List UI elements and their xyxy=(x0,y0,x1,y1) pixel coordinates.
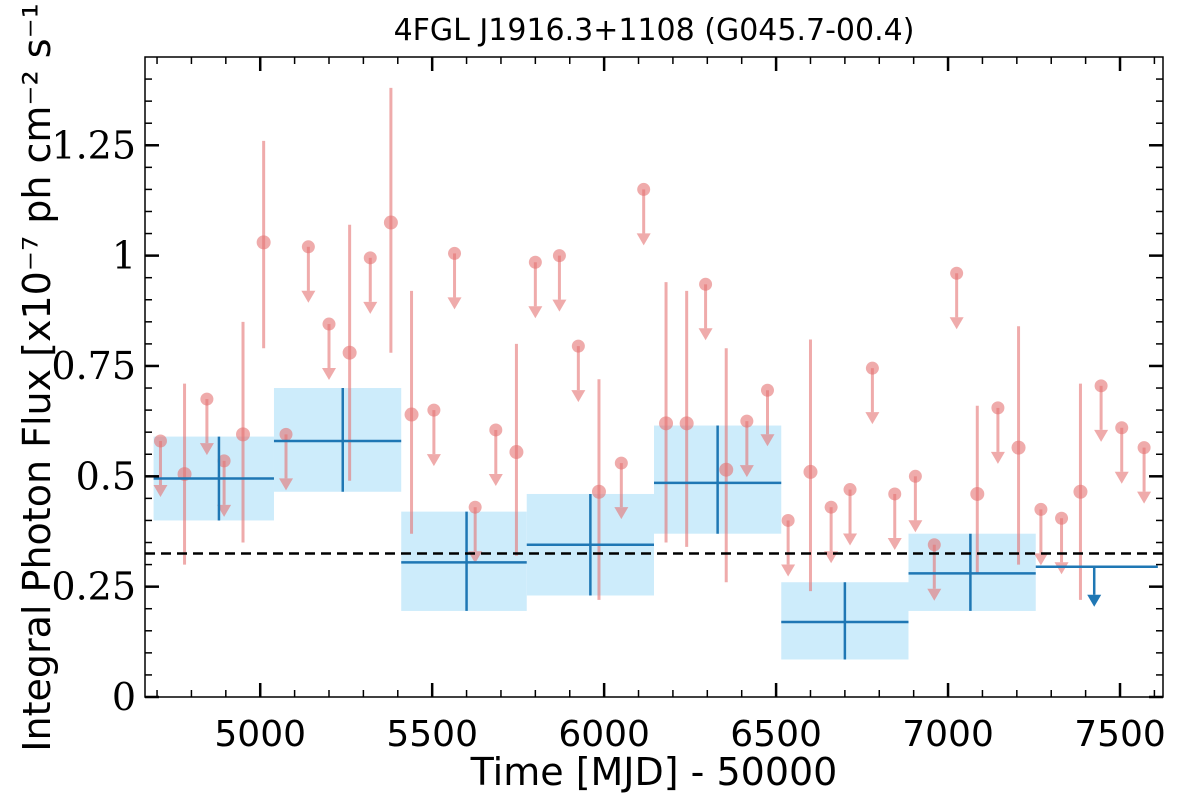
monthly-upper-limit-arrow xyxy=(279,478,294,491)
monthly-upper-limit-arrow xyxy=(552,299,567,312)
monthly-flux-point xyxy=(591,484,606,499)
monthly-upper-limit-point xyxy=(950,266,964,280)
plot-frame xyxy=(144,56,1164,698)
monthly-upper-limit-arrow xyxy=(199,443,214,456)
monthly-upper-limit-point xyxy=(322,317,336,331)
monthly-upper-limit-arrow xyxy=(990,451,1005,464)
monthly-upper-limit-arrow xyxy=(217,504,232,517)
monthly-flux-point xyxy=(679,416,694,431)
monthly-upper-limit-point xyxy=(888,487,902,501)
monthly-flux-point xyxy=(1073,484,1088,499)
monthly-upper-limit-point xyxy=(1094,379,1108,393)
monthly-upper-limit-arrow xyxy=(321,368,336,381)
monthly-upper-limit-point xyxy=(363,251,377,265)
monthly-upper-limit-arrow xyxy=(1114,471,1129,484)
monthly-upper-limit-point xyxy=(571,339,585,353)
monthly-flux-point xyxy=(719,462,734,477)
monthly-upper-limit-arrow xyxy=(887,537,902,550)
monthly-upper-limit-point xyxy=(908,469,922,483)
monthly-upper-limit-point xyxy=(1115,421,1129,435)
yearly-upper-limit-arrow xyxy=(1087,594,1102,607)
x-tick-label: 5500 xyxy=(386,714,478,755)
monthly-upper-limit-arrow xyxy=(865,412,880,425)
monthly-flux-point xyxy=(509,445,524,460)
monthly-upper-limit-arrow xyxy=(908,520,923,533)
monthly-upper-limit-arrow xyxy=(363,301,378,314)
monthly-flux-point xyxy=(236,427,251,442)
monthly-upper-limit-point xyxy=(991,401,1005,415)
monthly-upper-limit-arrow xyxy=(1094,429,1109,442)
monthly-upper-limit-point xyxy=(781,513,795,527)
monthly-flux-point xyxy=(404,407,419,422)
monthly-upper-limit-point xyxy=(200,392,214,406)
y-tick-label: 1 xyxy=(112,234,136,278)
monthly-flux-point xyxy=(1011,440,1026,455)
monthly-upper-limit-arrow xyxy=(949,317,964,330)
monthly-upper-limit-point xyxy=(301,240,315,254)
monthly-upper-limit-point xyxy=(427,403,441,417)
monthly-flux-point xyxy=(256,235,271,250)
monthly-upper-limit-arrow xyxy=(636,233,651,246)
monthly-upper-limit-point xyxy=(843,483,857,497)
y-axis-label: Integral Photon Flux [x10⁻⁷ ph cm⁻² s⁻¹] xyxy=(15,0,59,752)
monthly-upper-limit-point xyxy=(614,456,628,470)
monthly-upper-limit-arrow xyxy=(739,465,754,478)
monthly-upper-limit-point xyxy=(1034,502,1048,516)
monthly-upper-limit-point xyxy=(1137,441,1151,455)
monthly-upper-limit-arrow xyxy=(528,306,543,319)
monthly-upper-limit-arrow xyxy=(301,290,316,303)
monthly-upper-limit-arrow xyxy=(614,507,629,520)
monthly-upper-limit-point xyxy=(699,277,713,291)
monthly-upper-limit-point xyxy=(217,454,231,468)
monthly-upper-limit-point xyxy=(865,361,879,375)
monthly-upper-limit-arrow xyxy=(426,454,441,467)
y-tick-label: 0.75 xyxy=(51,344,136,388)
monthly-upper-limit-arrow xyxy=(781,564,796,577)
monthly-upper-limit-point xyxy=(153,434,167,448)
monthly-flux-point xyxy=(383,215,398,230)
monthly-flux-point xyxy=(342,345,357,360)
monthly-upper-limit-point xyxy=(637,182,651,196)
x-tick-label: 6500 xyxy=(730,714,822,755)
monthly-upper-limit-point xyxy=(1055,511,1069,525)
monthly-upper-limit-point xyxy=(927,538,941,552)
monthly-upper-limit-arrow xyxy=(447,297,462,310)
x-tick-label: 5000 xyxy=(214,714,306,755)
monthly-upper-limit-point xyxy=(468,500,482,514)
monthly-upper-limit-point xyxy=(489,423,503,437)
x-tick-label: 6000 xyxy=(558,714,650,755)
chart-title: 4FGL J1916.3+1108 (G045.7-00.4) xyxy=(394,13,915,48)
y-tick-label: 0 xyxy=(112,675,136,719)
monthly-upper-limit-point xyxy=(740,414,754,428)
monthly-upper-limit-arrow xyxy=(488,473,503,486)
monthly-upper-limit-arrow xyxy=(571,390,586,403)
monthly-upper-limit-point xyxy=(279,427,293,441)
monthly-flux-point xyxy=(659,416,674,431)
y-tick-label: 0.25 xyxy=(51,565,136,609)
monthly-upper-limit-point xyxy=(824,500,838,514)
monthly-upper-limit-arrow xyxy=(760,434,775,447)
monthly-upper-limit-arrow xyxy=(698,328,713,341)
monthly-upper-limit-arrow xyxy=(1054,562,1069,575)
y-tick-label: 1.25 xyxy=(51,123,136,167)
monthly-upper-limit-point xyxy=(528,255,542,269)
monthly-upper-limit-point xyxy=(448,246,462,260)
monthly-flux-point xyxy=(970,486,985,501)
monthly-upper-limit-arrow xyxy=(843,533,858,546)
x-tick-label: 7500 xyxy=(1074,714,1166,755)
monthly-flux-point xyxy=(803,464,818,479)
monthly-upper-limit-arrow xyxy=(1033,553,1048,566)
plot-area: 5000 5500 6000 6500 7000 7500 0 0.25 0.5 0.75 1 1.2… xyxy=(51,56,1166,755)
monthly-upper-limit-point xyxy=(552,249,566,263)
monthly-upper-limit-point xyxy=(760,383,774,397)
monthly-upper-limit-arrow xyxy=(927,588,942,601)
monthly-upper-limit-arrow xyxy=(1137,491,1152,504)
x-tick-label: 7000 xyxy=(902,714,994,755)
monthly-upper-limit-arrow xyxy=(153,485,168,497)
x-axis-label: Time [MJD] - 50000 xyxy=(470,750,838,794)
y-tick-label: 0.5 xyxy=(76,454,136,498)
